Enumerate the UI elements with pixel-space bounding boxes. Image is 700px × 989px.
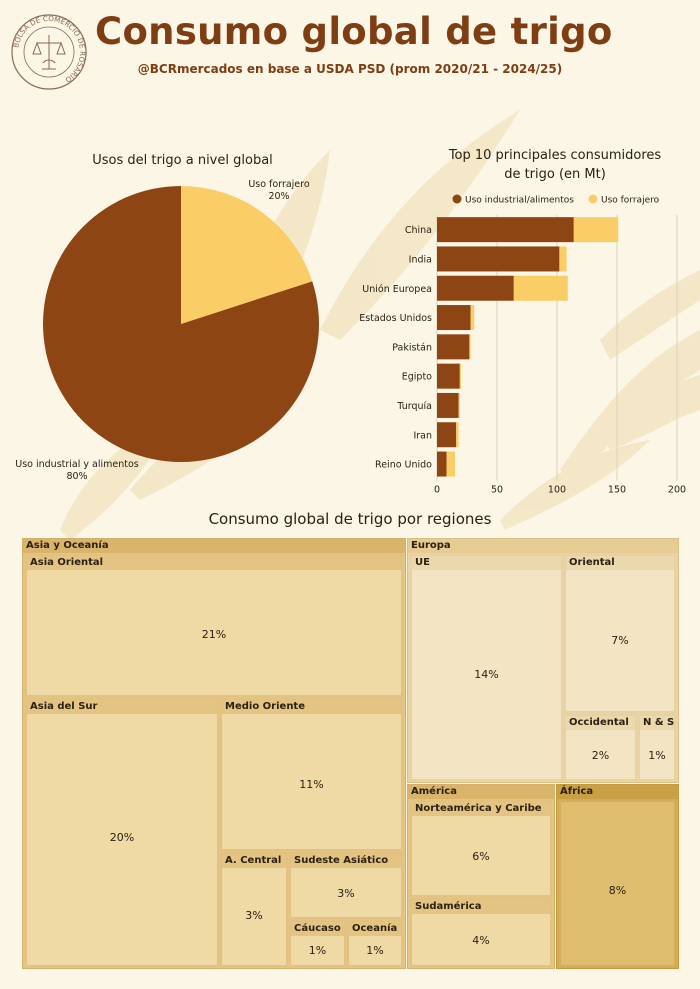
bar-x-tick-label: 150 <box>608 485 626 495</box>
pie-label-forrajero: Uso forrajero <box>248 179 310 190</box>
bar-category-label: Egipto <box>402 372 432 383</box>
treemap-leaf-value: 21% <box>201 628 227 641</box>
treemap-group-label: Europa <box>408 539 678 553</box>
regions-treemap: Asia y Oceanía Asia Oriental 21% Asia de… <box>22 538 679 969</box>
bar-segment-forrajero <box>459 363 461 389</box>
bar-segment-industrial <box>437 334 470 360</box>
treemap-leaf-a-central: A. Central 3% <box>220 852 288 967</box>
bcr-logo-seal: BOLSA DE COMERCIO DE ROSARIO <box>11 14 87 90</box>
treemap-leaf-norteamerica-caribe: Norteamérica y Caribe 6% <box>410 800 552 897</box>
bar-category-label: Iran <box>413 430 432 441</box>
bar-segment-industrial <box>437 363 460 389</box>
treemap-leaf-asia-del-sur: Asia del Sur 20% <box>25 698 219 967</box>
bar-category-label: Turquía <box>396 401 432 412</box>
bar-chart-title-line-1: Top 10 principales consumidores <box>448 148 662 163</box>
treemap-leaf-value: 1% <box>366 944 384 957</box>
treemap-leaf-value: 20% <box>109 831 135 844</box>
treemap-leaf-value: 1% <box>648 749 666 762</box>
treemap-leaf-label: N & S <box>640 716 674 730</box>
bar-segment-industrial <box>437 246 560 272</box>
treemap-leaf-value: 11% <box>299 778 324 791</box>
treemap-leaf-label: A. Central <box>222 854 286 868</box>
pie-chart-title: Usos del trigo a nivel global <box>92 153 273 168</box>
treemap-leaf-asia-oriental: Asia Oriental 21% <box>25 554 403 697</box>
treemap-leaf-value: 3% <box>245 909 263 922</box>
treemap-leaf-oriental: Oriental 7% <box>564 554 676 713</box>
treemap-leaf-label: Asia Oriental <box>27 556 401 570</box>
treemap-leaf-label: Sudeste Asiático <box>291 854 401 868</box>
legend-label-industrial: Uso industrial/alimentos <box>465 196 574 206</box>
bar-segment-forrajero <box>573 217 619 243</box>
pie-chart: Uso forrajero 20% Uso industrial y alime… <box>15 179 320 482</box>
treemap-leaf-label: Medio Oriente <box>222 700 401 714</box>
bar-x-tick-label: 0 <box>434 485 440 495</box>
treemap-group-label: África <box>557 785 678 799</box>
treemap-leaf-label: Oceanía <box>349 922 401 936</box>
treemap-leaf-label: Oriental <box>566 556 674 570</box>
treemap-leaf-value: 6% <box>472 850 490 863</box>
treemap-leaf-value: 3% <box>337 887 355 900</box>
treemap-leaf-label: Sudamérica <box>412 900 550 914</box>
bar-chart-legend: Uso industrial/alimentos Uso forrajero <box>452 194 660 206</box>
treemap-leaf-sudeste-asiatico: Sudeste Asiático 3% <box>289 852 403 919</box>
bar-chart: Uso industrial/alimentos Uso forrajero C… <box>359 194 686 495</box>
treemap-leaf-africa: 8% <box>559 800 676 967</box>
bar-segment-forrajero <box>513 275 568 301</box>
bar-segment-industrial <box>437 217 574 243</box>
bar-segment-forrajero <box>458 392 460 418</box>
bar-category-label: India <box>409 254 432 265</box>
pie-slice-forrajero <box>181 186 313 324</box>
treemap-leaf-ue: UE 14% <box>410 554 563 781</box>
treemap-group-label: Asia y Oceanía <box>23 539 405 553</box>
bar-segment-forrajero <box>470 305 475 331</box>
pie-percent-industrial: 80% <box>66 471 87 482</box>
bar-chart-title: Top 10 principales consumidores de trigo… <box>430 146 680 184</box>
bar-category-label: Pakistán <box>392 342 432 353</box>
treemap-leaf-label: Norteamérica y Caribe <box>412 802 550 816</box>
legend-swatch-forrajero <box>588 194 598 204</box>
bar-segment-industrial <box>437 451 447 477</box>
bar-segment-forrajero <box>559 246 567 272</box>
bar-segment-industrial <box>437 422 457 448</box>
bar-segment-forrajero <box>469 334 471 360</box>
page-title: Consumo global de trigo <box>95 10 613 53</box>
bar-category-label: China <box>405 225 432 236</box>
treemap-leaf-value: 4% <box>472 934 490 947</box>
bar-category-label: Estados Unidos <box>359 313 432 324</box>
treemap-title: Consumo global de trigo por regiones <box>208 510 492 528</box>
treemap-group-label: América <box>408 785 554 799</box>
pie-percent-forrajero: 20% <box>268 191 289 202</box>
bar-x-tick-label: 100 <box>548 485 566 495</box>
bar-segment-forrajero <box>446 451 455 477</box>
legend-label-forrajero: Uso forrajero <box>601 196 660 206</box>
treemap-leaf-label: Cáucaso <box>291 922 344 936</box>
treemap-leaf-caucaso: Cáucaso 1% <box>289 920 346 967</box>
treemap-leaf-value: 14% <box>474 668 499 681</box>
bar-x-tick-label: 200 <box>668 485 686 495</box>
bar-segment-industrial <box>437 305 471 331</box>
bar-category-label: Unión Europea <box>362 284 432 295</box>
treemap-leaf-label: Occidental <box>566 716 635 730</box>
bar-segment-forrajero <box>456 422 459 448</box>
treemap-leaf-label: UE <box>412 556 561 570</box>
treemap-leaf-medio-oriente: Medio Oriente 11% <box>220 698 403 851</box>
bar-segment-industrial <box>437 392 459 418</box>
pie-label-industrial: Uso industrial y alimentos <box>15 459 139 470</box>
treemap-leaf-occidental: Occidental 2% <box>564 714 637 781</box>
treemap-leaf-n-s: N & S 1% <box>638 714 676 781</box>
bar-category-label: Reino Unido <box>375 460 432 471</box>
bar-chart-title-line-2: de trigo (en Mt) <box>504 167 606 182</box>
treemap-leaf-oceania: Oceanía 1% <box>347 920 403 967</box>
treemap-leaf-label: Asia del Sur <box>27 700 217 714</box>
treemap-leaf-value: 2% <box>591 749 610 762</box>
legend-swatch-industrial <box>452 194 462 204</box>
treemap-leaf-value: 8% <box>608 884 627 897</box>
page-subtitle: @BCRmercados en base a USDA PSD (prom 20… <box>137 62 563 76</box>
pie-slice-industrial <box>43 186 320 462</box>
treemap-leaf-value: 7% <box>611 634 629 647</box>
bar-x-tick-label: 50 <box>491 485 503 495</box>
bar-segment-industrial <box>437 275 514 301</box>
treemap-leaf-value: 1% <box>308 944 327 957</box>
treemap-leaf-sudamerica: Sudamérica 4% <box>410 898 552 967</box>
